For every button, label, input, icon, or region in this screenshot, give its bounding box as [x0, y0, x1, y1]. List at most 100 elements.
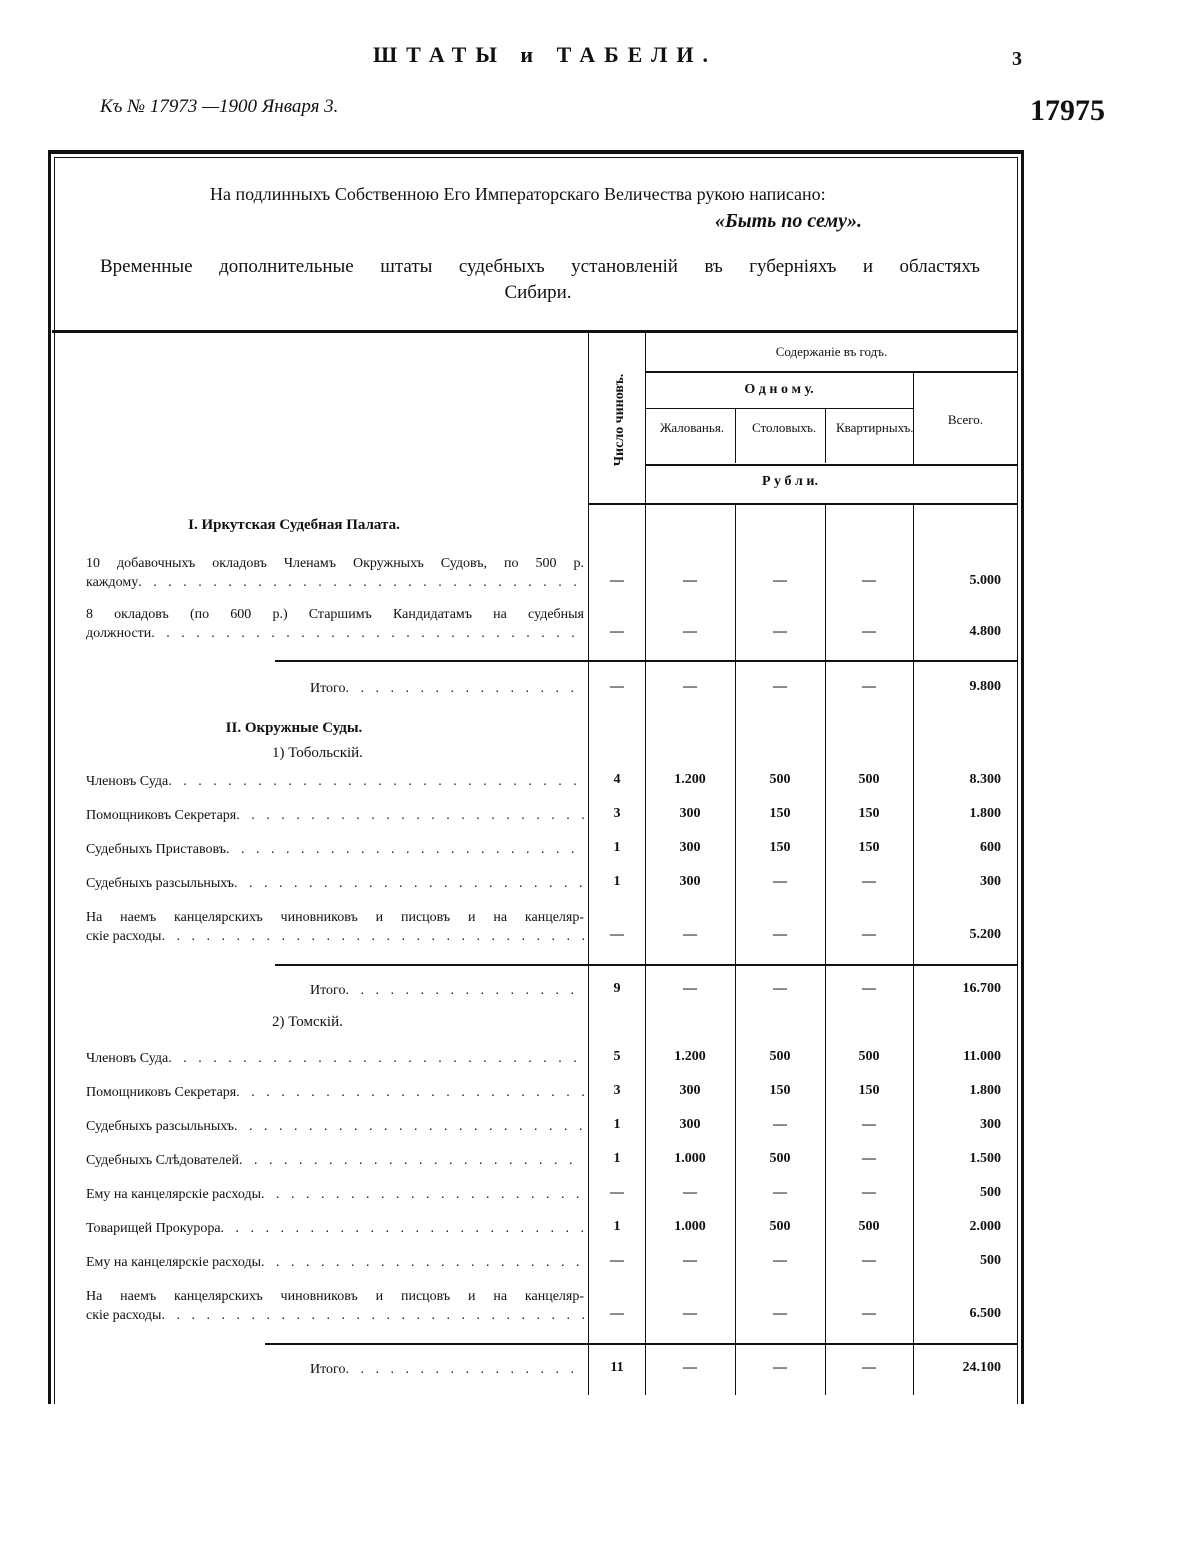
cell-total: 1.500: [969, 1151, 1002, 1166]
column-divider: [825, 505, 826, 1395]
cell-salary: —: [683, 679, 697, 694]
cell-count: —: [610, 573, 624, 588]
cell-salary: 1.200: [674, 1049, 706, 1064]
cell-salary: 1.000: [674, 1151, 706, 1166]
dot-leader: [239, 1151, 584, 1170]
cell-total: 1.800: [969, 806, 1002, 821]
cell-count: 1: [613, 1219, 621, 1234]
running-title: ШТАТЫ и ТАБЕЛИ.: [372, 42, 718, 67]
item-text: Судебныхъ Приставовъ: [86, 840, 584, 859]
cell-quarters: —: [862, 1117, 876, 1132]
cell-salary: —: [683, 1253, 697, 1268]
cell-count: 3: [613, 1083, 621, 1098]
total-label: Итого: [310, 981, 584, 1000]
header-separator: [52, 330, 1018, 333]
cell-count: 1: [613, 840, 621, 855]
total-label: Итого: [310, 1360, 584, 1379]
dot-leader: [236, 1083, 584, 1102]
item-text-line: На наемъ канцелярскихъ чиновниковъ и пис…: [86, 1289, 584, 1304]
cell-salary: 300: [679, 874, 701, 889]
cell-table-money: —: [773, 1306, 787, 1321]
cell-quarters: 150: [858, 806, 880, 821]
cell-total: 5.200: [969, 927, 1002, 942]
item-text: Ему на канцелярскіе расходы: [86, 1185, 584, 1204]
item-text-continuation: должности: [86, 626, 152, 641]
cell-total: 6.500: [969, 1306, 1002, 1321]
cell-count: —: [610, 624, 624, 639]
law-number: 17975: [1030, 94, 1105, 127]
cell-total: 300: [980, 874, 1001, 889]
item-text-line: На наемъ канцелярскихъ чиновниковъ и пис…: [86, 910, 584, 925]
item-label: Судебныхъ Слѣдователей: [86, 1153, 240, 1168]
item-label: Судебныхъ Приставовъ: [86, 842, 227, 857]
cell-total: 500: [980, 1185, 1001, 1200]
column-divider: [913, 505, 914, 1395]
document-title-line-2: Сибири.: [504, 282, 572, 303]
cell-table-money: —: [773, 679, 787, 694]
column-divider: [588, 333, 589, 1395]
item-text-continuation: каждому: [86, 575, 139, 590]
dot-leader: [236, 806, 584, 825]
table-frame: [48, 150, 1024, 1404]
cell-quarters: —: [862, 624, 876, 639]
cell-quarters: —: [862, 1306, 876, 1321]
column-header-salary: Жалованья.: [660, 420, 725, 435]
cell-quarters: —: [862, 874, 876, 889]
cell-table-money: —: [773, 927, 787, 942]
header-rule: [645, 371, 1018, 373]
cell-quarters: 150: [858, 840, 880, 855]
cell-table-money: —: [773, 1185, 787, 1200]
column-divider: [735, 505, 736, 1395]
item-text: скіе расходы: [86, 1306, 584, 1325]
cell-total: 8.300: [969, 772, 1002, 787]
header-rule: [588, 503, 1018, 505]
cell-total: 24.100: [962, 1360, 1002, 1375]
item-label: Судебныхъ разсыльныхъ: [86, 876, 235, 891]
cell-quarters: 500: [858, 772, 880, 787]
cell-table-money: —: [773, 1360, 787, 1375]
dot-leader: [168, 1049, 584, 1068]
item-label: Ему на канцелярскіе расходы: [86, 1187, 261, 1202]
item-text: Ему на канцелярскіе расходы: [86, 1253, 584, 1272]
cell-quarters: 500: [858, 1219, 880, 1234]
cell-salary: —: [683, 1185, 697, 1200]
dot-leader: [221, 1219, 584, 1238]
dot-leader: [151, 624, 584, 643]
cell-quarters: —: [862, 1151, 876, 1166]
cell-table-money: 500: [769, 1219, 791, 1234]
item-text: Членовъ Суда: [86, 772, 584, 791]
item-text: Членовъ Суда: [86, 1049, 584, 1068]
item-text: каждому: [86, 573, 584, 592]
dot-leader: [234, 874, 584, 893]
total-text: Итого: [310, 983, 346, 998]
cell-quarters: —: [862, 573, 876, 588]
cell-table-money: 500: [769, 772, 791, 787]
item-text: Судебныхъ разсыльныхъ: [86, 1117, 584, 1136]
cell-table-money: 500: [769, 1049, 791, 1064]
reference-line: Къ № 17973 —1900 Января 3.: [100, 96, 339, 117]
cell-salary: —: [683, 624, 697, 639]
dot-leader: [345, 1360, 584, 1379]
cell-salary: 300: [679, 806, 701, 821]
dot-leader: [161, 927, 584, 946]
subsection-heading: 2) Томскій.: [272, 1014, 343, 1030]
dot-leader: [345, 679, 584, 698]
column-divider: [913, 372, 914, 464]
column-header-total: Всего.: [947, 412, 984, 427]
imperial-note: На подлинныхъ Собственною Его Императорс…: [210, 184, 826, 204]
cell-total: 16.700: [962, 981, 1002, 996]
cell-count: 1: [613, 1117, 621, 1132]
cell-quarters: —: [862, 679, 876, 694]
cell-table-money: —: [773, 981, 787, 996]
cell-table-money: —: [773, 1117, 787, 1132]
imperial-words: «Быть по сему».: [715, 210, 862, 232]
item-label: Ему на канцелярскіе расходы: [86, 1255, 261, 1270]
cell-quarters: 500: [858, 1049, 880, 1064]
cell-count: —: [610, 1185, 624, 1200]
cell-salary: —: [683, 1306, 697, 1321]
dot-leader: [168, 772, 584, 791]
item-text: скіе расходы: [86, 927, 584, 946]
cell-salary: 300: [679, 1117, 701, 1132]
cell-total: 300: [980, 1117, 1001, 1132]
cell-salary: 300: [679, 840, 701, 855]
